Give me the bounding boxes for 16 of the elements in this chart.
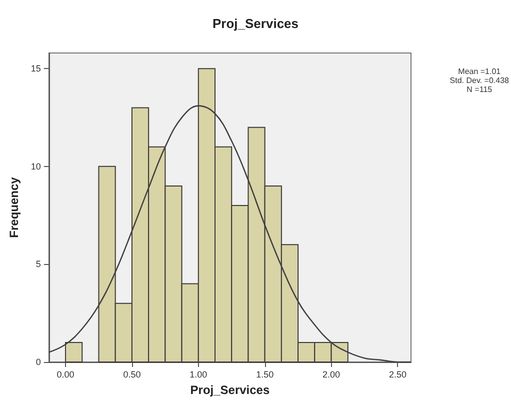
y-axis-title: Frequency bbox=[7, 176, 21, 238]
y-tick-label: 0 bbox=[36, 357, 41, 367]
text: Std. Dev. =0.438 bbox=[450, 76, 510, 85]
x-tick-label: 0.50 bbox=[123, 370, 141, 380]
x-tick-label: 1.00 bbox=[190, 370, 208, 380]
x-tick-label: 2.50 bbox=[388, 370, 406, 380]
y-tick-label: 5 bbox=[36, 259, 41, 270]
x-tick-label: 1.50 bbox=[256, 370, 274, 380]
y-tick-label: 10 bbox=[30, 161, 41, 172]
text: Mean =1.01 bbox=[458, 67, 502, 76]
y-tick-label: 15 bbox=[30, 64, 41, 74]
x-tick-label: 2.00 bbox=[322, 370, 340, 380]
chart-title: Proj_Services bbox=[212, 16, 299, 31]
x-axis-title: Proj_Services bbox=[190, 383, 270, 397]
x-tick-label: 0.00 bbox=[56, 370, 74, 380]
text: N =115 bbox=[466, 85, 493, 94]
